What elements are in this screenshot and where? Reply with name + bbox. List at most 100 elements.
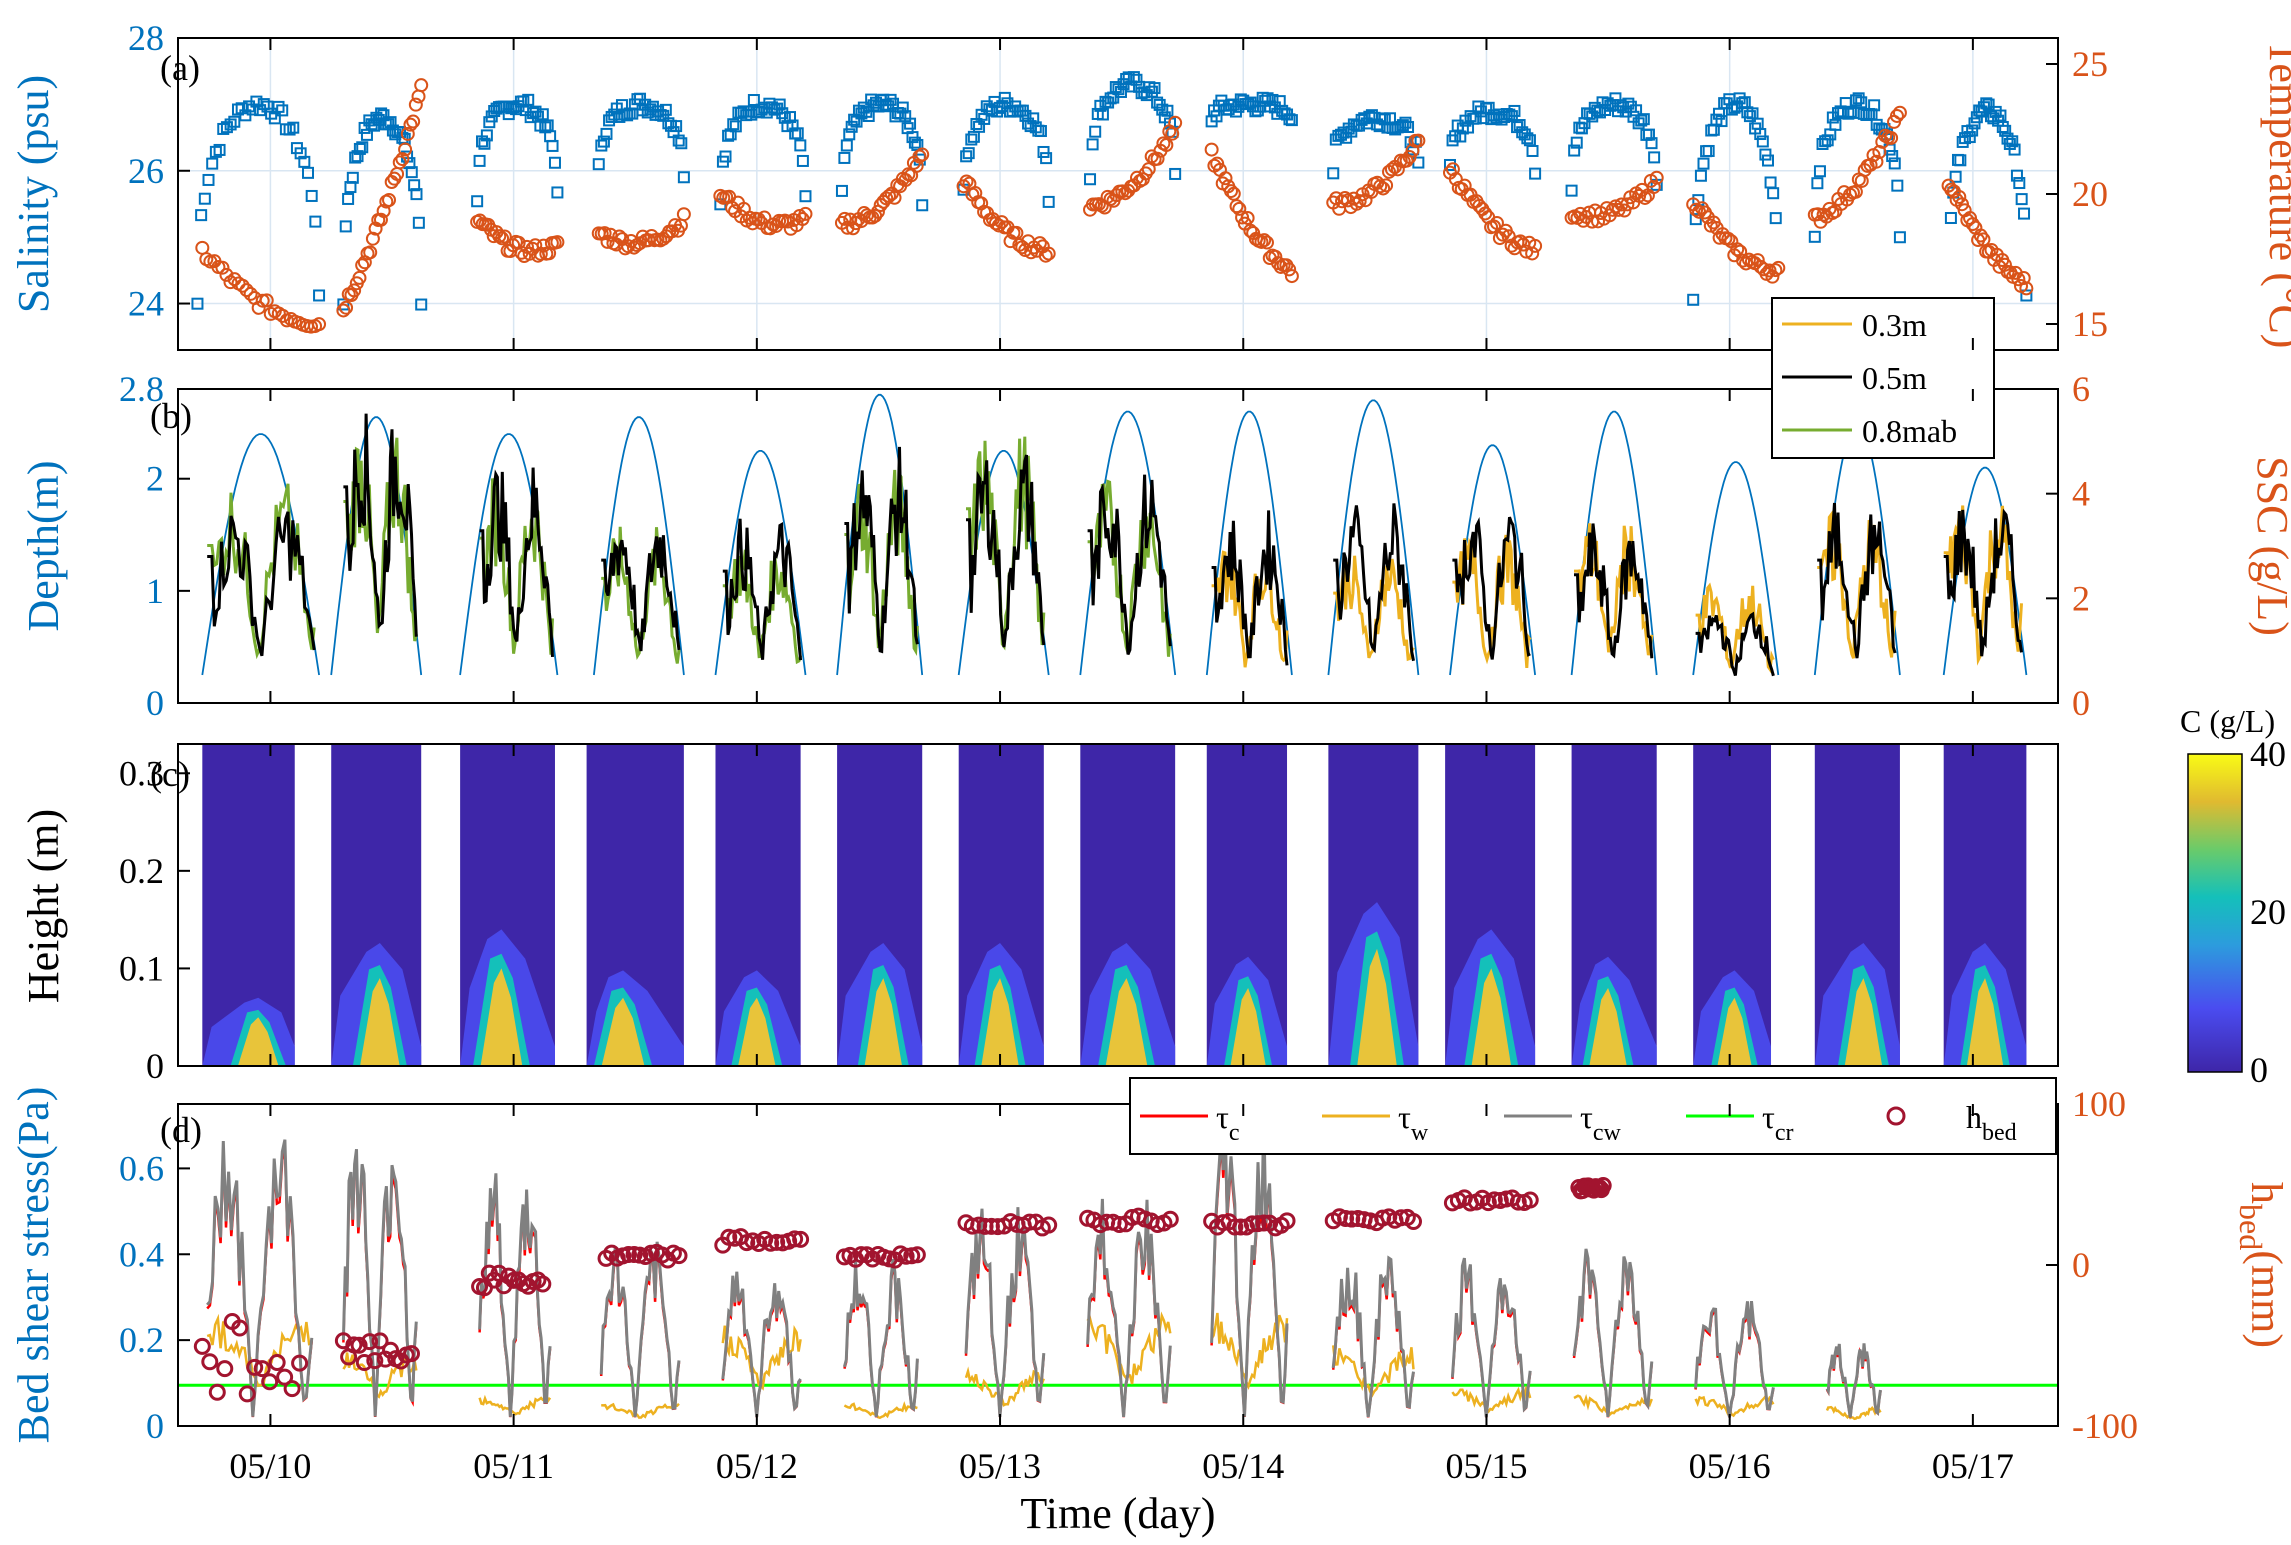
temperature-point	[376, 203, 391, 218]
temperature-point	[1259, 235, 1274, 250]
panel-c-ylabel: Height (m)	[19, 809, 68, 1003]
salinity-point	[896, 101, 909, 114]
salinity-point	[1565, 184, 1578, 197]
salinity-point	[1266, 93, 1279, 106]
salinity-point	[600, 127, 613, 140]
salinity-point	[1694, 169, 1707, 182]
h-bed-point	[402, 1345, 420, 1363]
panel-d-legend: τc τw τcw τcr hbed	[1129, 1077, 2057, 1155]
h-bed-point	[786, 1230, 804, 1248]
salinity-point	[546, 139, 559, 152]
h-bed-point	[261, 1373, 279, 1391]
temperature-point	[259, 293, 274, 308]
y2-tick-label: 6	[2072, 369, 2090, 409]
ssc-0.5m-line	[1817, 502, 1897, 659]
y-tick-label: 24	[128, 284, 164, 324]
x-tick-label: 05/16	[1689, 1446, 1771, 1486]
salinity-point	[1767, 187, 1780, 200]
temperature-point	[395, 152, 410, 167]
colorbar-label: C (g/L)	[2180, 703, 2275, 739]
temperature-point	[1620, 197, 1635, 212]
temperature-point	[1637, 190, 1652, 205]
temperature-point	[497, 229, 512, 244]
y-tick-label: 28	[128, 18, 164, 58]
temperature-point	[991, 218, 1006, 233]
colorbar: C (g/L) 0 20 40	[2180, 703, 2286, 1090]
salinity-point	[353, 142, 366, 155]
y-tick-label: 0	[146, 683, 164, 723]
ssc-0.3m-line	[1211, 545, 1289, 668]
temperature-point	[239, 283, 254, 298]
h-bed-point	[350, 1336, 368, 1354]
temperature-point	[1646, 180, 1661, 195]
temperature-point	[251, 300, 266, 315]
salinity-point	[195, 209, 208, 222]
temperature-point	[1768, 263, 1783, 278]
temperature-point	[355, 258, 370, 273]
panel-b: 0 1 2 2.8 0 2 4 6 (b) Depth(m) SSC (g/L) 0.3m 0…	[19, 297, 2291, 723]
panel-b-ticks: 0 1 2 2.8 0 2 4 6	[119, 369, 2090, 723]
temperature-point	[1771, 260, 1786, 275]
salinity-point	[415, 298, 428, 311]
tau-cw-line	[1694, 1300, 1775, 1418]
y-tick-label: 0	[146, 1046, 164, 1086]
ssc-0.5m-line	[1943, 508, 2023, 657]
temperature-point	[550, 235, 565, 250]
h-bed-point	[1226, 1218, 1244, 1236]
temperature-point	[1168, 115, 1183, 130]
salinity-point	[1086, 138, 1099, 151]
temperature-point	[1487, 219, 1502, 234]
salinity-point	[480, 129, 493, 142]
temperature-point	[365, 231, 380, 246]
salinity-point	[302, 166, 315, 179]
salinity-point	[1968, 117, 1981, 130]
temperature-point	[1405, 143, 1420, 158]
tau-cw-line	[1331, 1255, 1415, 1418]
h-bed-point	[1594, 1176, 1612, 1194]
ssc-0.8mab-line	[343, 437, 418, 642]
temperature-point	[1445, 162, 1460, 177]
temperature-point	[1150, 151, 1165, 166]
tau-w-line	[1825, 1405, 1882, 1421]
h-bed-point	[382, 1341, 400, 1359]
salinity-point	[1526, 144, 1539, 157]
panel-d-ticks: 0 0.2 0.4 0.6 -100 0 100	[119, 1084, 2138, 1446]
salinity-point	[904, 117, 917, 130]
salinity-point	[1855, 96, 1868, 109]
concentration-high-core	[738, 997, 776, 1066]
salinity-point	[1697, 157, 1710, 170]
salinity-point	[884, 93, 897, 106]
salinity-point	[1084, 173, 1097, 186]
salinity-point	[1642, 128, 1655, 141]
salinity-point	[412, 216, 425, 229]
salinity-point	[1454, 130, 1467, 143]
concentration-high-core	[601, 997, 645, 1066]
legend-08mab-text: 0.8mab	[1862, 413, 1957, 449]
depth-line	[593, 416, 685, 676]
salinity-point	[597, 135, 610, 148]
salinity-point	[254, 104, 267, 117]
salinity-point	[551, 186, 564, 199]
temperature-point	[398, 142, 413, 157]
temperature-point	[336, 303, 351, 318]
salinity-point	[548, 156, 561, 169]
salinity-point	[1966, 124, 1979, 137]
salinity-point	[1508, 104, 1521, 117]
salinity-point	[784, 111, 797, 124]
temperature-point	[1224, 184, 1239, 199]
ssc-0.5m-line	[1695, 611, 1775, 677]
panel-a-y2label: Temperature (°C)	[2260, 40, 2291, 349]
panel-c: 0 0.1 0.2 0.3 (c) Height (m) C (g/L) 0 20 4…	[19, 703, 2286, 1090]
temperature-point	[1218, 171, 1233, 186]
tau-cw-line	[478, 1173, 552, 1417]
temperature-point	[1352, 194, 1367, 209]
salinity-point	[1169, 167, 1182, 180]
h-bed-point	[268, 1353, 286, 1371]
tau-w-line	[1210, 1312, 1289, 1391]
salinity-point	[1687, 293, 1700, 306]
temperature-point	[676, 207, 691, 222]
tau-w-line	[964, 1366, 1045, 1407]
ssc-0.5m-line	[479, 467, 554, 657]
salinity-point	[1999, 124, 2012, 137]
temperature-point	[1889, 108, 1904, 123]
